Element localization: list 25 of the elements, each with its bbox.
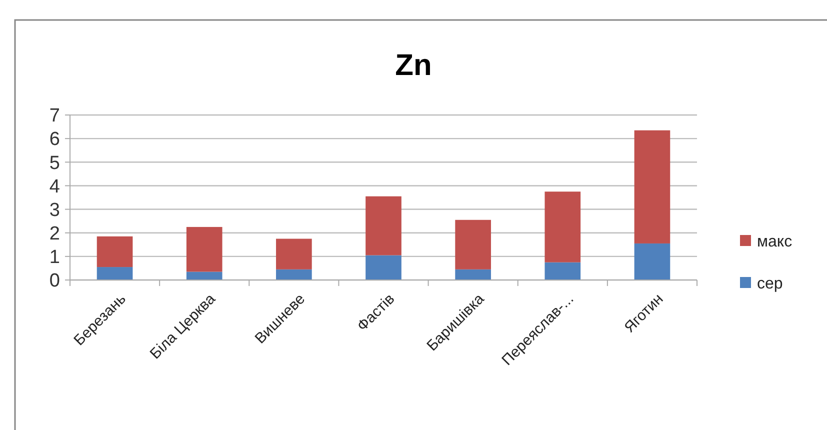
bar: [186, 226, 222, 272]
bar: [544, 192, 581, 262]
bar: [96, 236, 133, 268]
y-tick-label: 7: [49, 106, 60, 127]
bar: [634, 243, 670, 280]
y-tick-label: 4: [49, 176, 60, 198]
y-tick-label: 6: [49, 129, 60, 150]
bar: [366, 196, 402, 256]
bar: [276, 269, 312, 280]
bar: [96, 267, 133, 280]
y-tick-label: 5: [49, 152, 60, 174]
legend-label: макс: [757, 234, 792, 251]
bar: [276, 238, 312, 270]
y-tick-label: 2: [49, 224, 60, 245]
legend-label: сер: [757, 276, 783, 293]
bar: [455, 220, 491, 270]
bar: [634, 130, 670, 244]
y-tick-label: 3: [49, 200, 60, 221]
bar: [544, 262, 581, 280]
chart-title: Zn: [395, 49, 432, 82]
bar: [366, 255, 402, 280]
bar: [186, 272, 222, 280]
y-tick-label: 1: [49, 247, 60, 268]
bar: [455, 269, 491, 280]
y-tick-label: 0: [49, 270, 60, 292]
